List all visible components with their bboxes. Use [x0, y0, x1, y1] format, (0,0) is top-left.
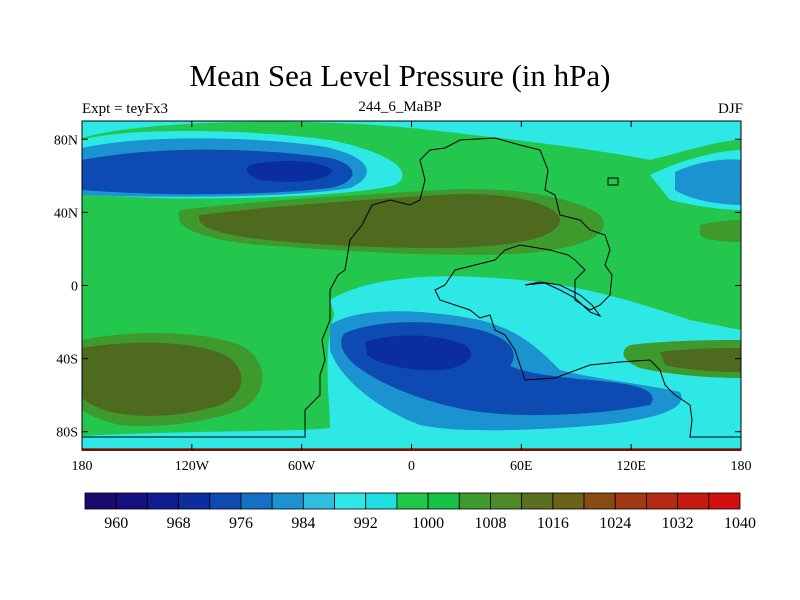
- x-tick-label: 0: [408, 459, 415, 474]
- colorbar-swatch: [708, 492, 741, 510]
- colorbar-swatch: [302, 492, 335, 510]
- island-outline-small: [607, 177, 619, 186]
- colorbar-swatch: [240, 492, 273, 510]
- colorbar-swatch: [458, 492, 491, 510]
- island-outline: [524, 281, 602, 318]
- x-tick-label: 120W: [175, 459, 210, 474]
- pressure-field: [82, 121, 741, 450]
- colorbar-label: 984: [291, 515, 315, 532]
- colorbar-label: 992: [354, 515, 378, 532]
- continent-outline: [82, 137, 741, 438]
- contour-1000-tropics: [330, 276, 741, 400]
- contour-992-east: [675, 159, 741, 205]
- colorbar-swatch: [583, 492, 616, 510]
- colorbar-label: 1000: [412, 515, 444, 532]
- colorbar-swatch: [396, 492, 429, 510]
- colorbar-swatch: [84, 492, 117, 510]
- experiment-label: Expt = teyFx3: [82, 101, 168, 117]
- y-tick-label: 80N: [54, 133, 78, 148]
- x-tick-label: 120E: [616, 459, 646, 474]
- colorbar-swatch: [115, 492, 148, 510]
- contour-976-north-pacific: [247, 160, 332, 182]
- y-tick-label: 0: [71, 280, 78, 295]
- chart-title: Mean Sea Level Pressure (in hPa): [189, 58, 611, 93]
- contour-1016-east: [700, 220, 741, 242]
- colorbar: [84, 492, 741, 510]
- colorbar-label: 1032: [662, 515, 694, 532]
- colorbar-label: 1008: [474, 515, 506, 532]
- colorbar-swatch: [178, 492, 211, 510]
- x-tick-label: 60E: [510, 459, 533, 474]
- contour-1024-southeast: [660, 348, 741, 372]
- colorbar-labels: 960 968 976 984 992 1000 1008 1016 1024 1032 1040: [104, 515, 756, 532]
- season-label: DJF: [717, 101, 743, 117]
- x-tick-label: 180: [72, 459, 93, 474]
- contour-984-north-pacific: [82, 149, 353, 195]
- colorbar-swatch: [646, 492, 679, 510]
- colorbar-label: 976: [229, 515, 253, 532]
- x-tick-label: 60W: [288, 459, 316, 474]
- colorbar-swatch: [334, 492, 367, 510]
- colorbar-label: 960: [104, 515, 128, 532]
- colorbar-swatch: [552, 492, 585, 510]
- contour-976-south: [365, 335, 471, 371]
- y-tick-label: 40S: [56, 353, 78, 368]
- x-axis: 180 120W 60W 0 60E 120E 180: [72, 121, 752, 474]
- colorbar-swatch: [614, 492, 647, 510]
- dataset-label: 244_6_MaBP: [358, 99, 442, 115]
- colorbar-swatch: [521, 492, 554, 510]
- contour-1024-south-pacific: [82, 342, 242, 416]
- colorbar-swatch: [146, 492, 179, 510]
- colorbar-label: 1016: [537, 515, 569, 532]
- colorbar-swatch: [490, 492, 523, 510]
- colorbar-swatch: [271, 492, 304, 510]
- y-axis: 80N 40N 0 40S 80S: [54, 133, 741, 441]
- y-tick-label: 40N: [54, 206, 78, 221]
- colorbar-label: 968: [167, 515, 191, 532]
- colorbar-label: 1024: [599, 515, 631, 532]
- colorbar-swatch: [677, 492, 710, 510]
- colorbar-swatch: [209, 492, 242, 510]
- contour-1000-north: [82, 121, 741, 160]
- y-tick-label: 80S: [56, 426, 78, 441]
- contour-1024-eurasia: [199, 194, 561, 248]
- colorbar-swatch: [427, 492, 460, 510]
- colorbar-swatch: [365, 492, 398, 510]
- x-tick-label: 180: [731, 459, 752, 474]
- colorbar-label: 1040: [724, 515, 756, 532]
